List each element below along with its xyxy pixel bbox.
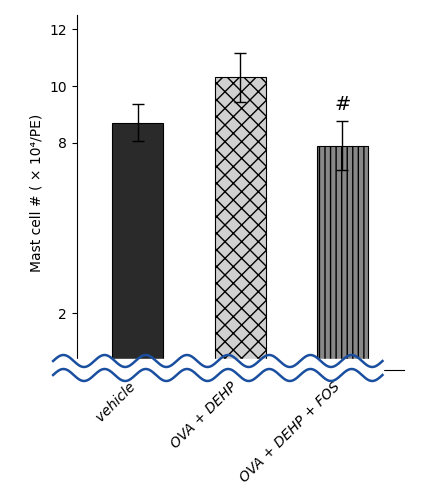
Text: #: #	[334, 96, 351, 114]
Bar	[215, 78, 266, 370]
Y-axis label: Mast cell # ( × 10⁴/PE): Mast cell # ( × 10⁴/PE)	[30, 114, 44, 272]
Bar	[112, 123, 164, 370]
Bar	[317, 146, 368, 370]
